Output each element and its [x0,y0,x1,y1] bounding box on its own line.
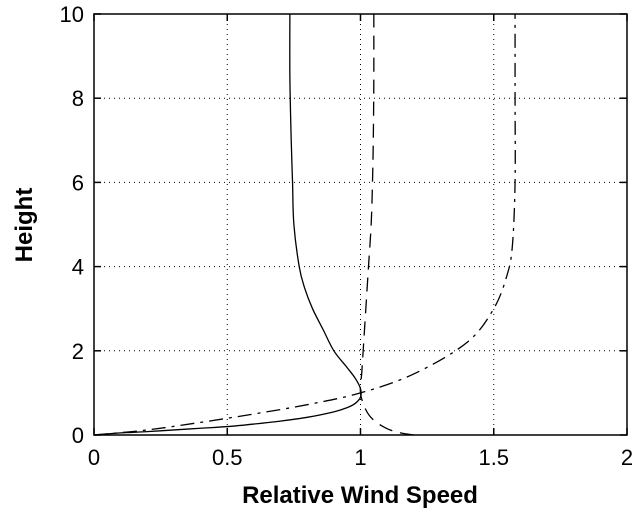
y-tick-label: 2 [72,339,84,364]
y-tick-label: 8 [72,86,84,111]
curve-layer [93,13,516,436]
x-tick-label: 0.5 [212,445,243,470]
x-tick-label: 2 [621,445,633,470]
series-line-dashed [359,13,414,436]
series-line-dash-dot [93,14,516,436]
y-tick-label: 0 [72,423,84,448]
x-axis-title: Relative Wind Speed [242,482,478,509]
x-tick-label: 0 [88,445,100,470]
y-axis-title: Height [11,188,38,263]
y-tick-label: 6 [72,170,84,195]
grid-layer [94,14,627,435]
y-tick-label: 4 [72,255,84,280]
x-tick-label: 1.5 [478,445,509,470]
y-tick-label: 10 [60,2,84,27]
tick-layer: 0 0.5 1 1.5 2 0 2 4 6 8 10 [60,2,634,470]
x-tick-label: 1 [354,445,366,470]
